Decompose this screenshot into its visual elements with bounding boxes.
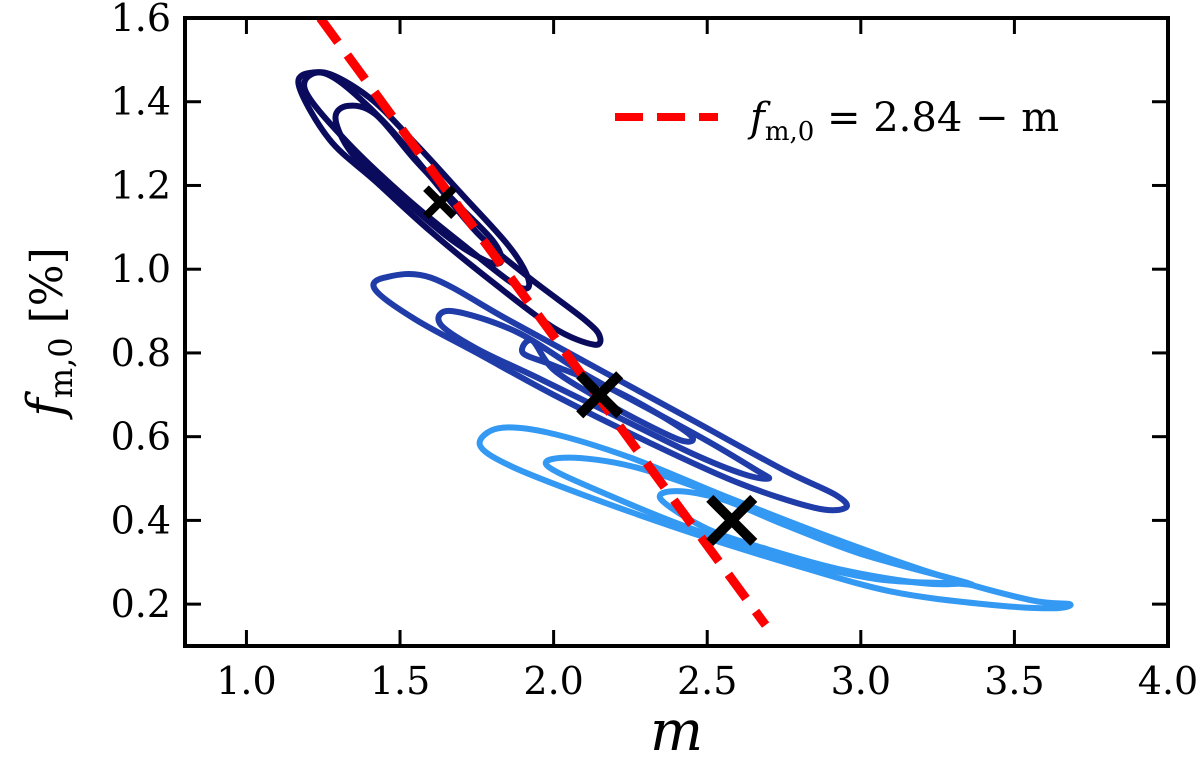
contour-series-2 [370, 270, 850, 514]
x-tick-label: 4.0 [1138, 659, 1198, 703]
contour-level-3 [295, 69, 604, 348]
y-tick-label: 0.2 [111, 582, 171, 626]
contour-level-2 [301, 69, 533, 292]
contour-level-3 [370, 270, 850, 514]
y-tick-label: 0.8 [111, 331, 171, 375]
y-axis-label-subscript: m,0 [42, 337, 80, 398]
best-fit-marker-3 [706, 494, 758, 546]
y-axis-label-unit: [%] [22, 247, 73, 323]
y-tick-label: 0.4 [111, 498, 171, 542]
contour-level-3 [476, 424, 1074, 612]
best-fit-marker-2 [576, 371, 624, 419]
x-tick-label: 1.5 [370, 659, 430, 703]
fit-line [316, 18, 770, 628]
fit-line-layer [316, 18, 770, 628]
svg-text:fm,0[%]: fm,0[%] [16, 247, 80, 421]
marker-stroke-b [423, 185, 457, 220]
contour-series-3 [476, 424, 1074, 612]
y-tick-label: 1.2 [111, 163, 171, 207]
best-fit-marker-1 [423, 185, 457, 220]
contour-level-1 [519, 337, 696, 445]
x-tick-label: 3.5 [984, 659, 1044, 703]
legend-label: fm,0 = 2.84 − m [747, 95, 1059, 147]
marker-stroke-b [706, 494, 758, 546]
legend: fm,0 = 2.84 − m [615, 95, 1059, 147]
y-tick-label: 0.6 [111, 415, 171, 459]
y-tick-label: 1.0 [111, 247, 171, 291]
x-tick-label: 2.5 [677, 659, 737, 703]
x-tick-label: 3.0 [831, 659, 891, 703]
plot-frame [183, 16, 1170, 648]
contour-level-1 [332, 102, 505, 267]
legend-label-subscript: m,0 [765, 117, 814, 147]
legend-label-equation: = 2.84 − m [814, 95, 1059, 141]
x-tick-label: 2.0 [523, 659, 583, 703]
y-tick-label: 1.6 [111, 0, 171, 40]
x-axis-label: m [650, 699, 703, 760]
axis-ticks: 1.0 1.5 2.0 2.5 3.0 3.5 4.0 0.2 0.4 0.6 0.8 1.0 1.2 1… [111, 0, 1199, 703]
y-tick-label: 1.4 [111, 80, 171, 124]
y-axis-label: fm,0[%] [16, 247, 80, 421]
x-tick-label: 1.0 [216, 659, 276, 703]
best-fit-marker-layer [423, 185, 758, 546]
contour-series-layer [295, 69, 1074, 612]
marker-stroke-b [576, 371, 624, 419]
contour-series-1 [295, 69, 604, 348]
